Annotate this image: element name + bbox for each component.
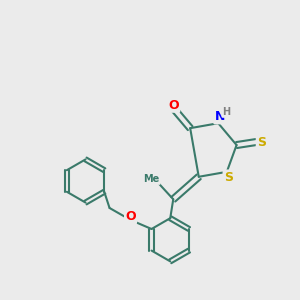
- Text: N: N: [214, 110, 225, 123]
- Text: S: S: [257, 136, 266, 148]
- Text: Me: Me: [143, 174, 160, 184]
- Text: O: O: [125, 210, 136, 223]
- Text: O: O: [168, 99, 179, 112]
- Text: H: H: [223, 107, 231, 117]
- Text: S: S: [224, 171, 233, 184]
